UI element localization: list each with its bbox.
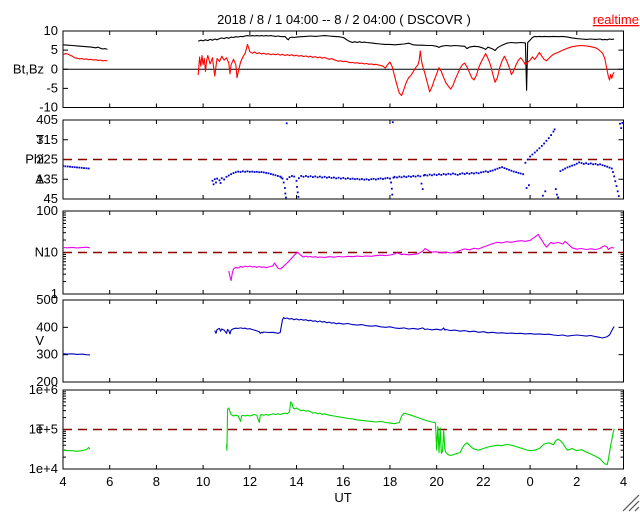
phi-angle-tick-label: 135 (36, 171, 58, 186)
realtime-badge: realtime (593, 12, 639, 27)
magnetic-field-panel: 10 5 0 -5 -10 Bt,Bz (13, 23, 624, 115)
resize-grip-icon[interactable] (622, 494, 640, 512)
x-axis-title: UT (334, 490, 351, 505)
v-trace (63, 316, 615, 356)
density-tick-label: 1 (51, 286, 58, 301)
density-axis-label: N (35, 245, 44, 260)
speed-tick-label: 300 (36, 347, 58, 362)
density-frame (62, 210, 624, 295)
speed-tick-label: 400 (36, 319, 58, 334)
phi-angle-tick-label: 315 (36, 132, 58, 147)
phi-angle-axis-label: T (36, 132, 44, 147)
x-tick-label: 10 (196, 474, 210, 489)
plot-title: 2018 / 8 / 1 04:00 -- 8 / 2 04:00 ( DSCO… (217, 12, 471, 27)
temperature-panel: 1e+6 1e+5 1e+4 T 4 6 8 10 12 14 16 18 20 22 0 2 4 (29, 382, 627, 489)
x-tick-label: 4 (620, 474, 627, 489)
temperature-axis-label: T (36, 422, 44, 437)
x-tick-label: 4 (59, 474, 66, 489)
phi-angle-tick-label: 225 (36, 152, 58, 167)
x-tick-label: 8 (153, 474, 160, 489)
magnetic-field-tick-label: 10 (44, 23, 58, 38)
bt-trace (63, 35, 615, 91)
x-tick-label: 14 (289, 474, 303, 489)
magnetic-field-axis-label: Bt,Bz (13, 61, 44, 76)
speed-frame (62, 299, 624, 383)
density-tick-label: 100 (36, 203, 58, 218)
temperature-tick-label: 1e+5 (29, 422, 58, 437)
density-panel: 100 10 1 N (35, 203, 624, 301)
magnetic-field-tick-label: 5 (51, 42, 58, 57)
x-tick-label: 22 (476, 474, 490, 489)
t-trace (63, 401, 615, 466)
x-tick-label: 12 (243, 474, 257, 489)
magnetic-field-tick-label: -5 (46, 80, 58, 95)
phi-angle-panel: 405 315 225 135 45 T Phi A (25, 112, 624, 206)
phi-angle-axis-label: A (35, 171, 44, 186)
x-tick-label: 18 (383, 474, 397, 489)
x-tick-label: 0 (526, 474, 533, 489)
bz-trace (63, 43, 615, 97)
magnetic-field-tick-label: 0 (51, 61, 58, 76)
temperature-frame (62, 389, 624, 470)
phi-angle-tick-label: 405 (36, 112, 58, 127)
speed-tick-label: 200 (36, 374, 58, 389)
phi-angle-tick-label: 45 (44, 191, 58, 206)
phi-angle-axis-label: Phi (25, 152, 44, 167)
speed-tick-label: 500 (36, 292, 58, 307)
x-tick-label: 16 (336, 474, 350, 489)
x-tick-label: 20 (429, 474, 443, 489)
density-tick-label: 10 (44, 245, 58, 260)
panels-group: 1050-5-10Bt,Bz40531522513545TPhiA100101N… (13, 23, 627, 489)
temperature-tick-label: 1e+6 (29, 382, 58, 397)
x-tick-label: 2 (573, 474, 580, 489)
phi-angle-frame (62, 119, 624, 200)
x-tick-label: 6 (106, 474, 113, 489)
speed-axis-label: V (35, 333, 44, 348)
speed-panel: 500 400 300 200 V (35, 292, 624, 389)
magnetic-field-tick-label: -10 (39, 100, 58, 115)
phi-trace (63, 121, 624, 199)
temperature-tick-label: 1e+4 (29, 461, 58, 476)
n-trace (63, 233, 615, 282)
